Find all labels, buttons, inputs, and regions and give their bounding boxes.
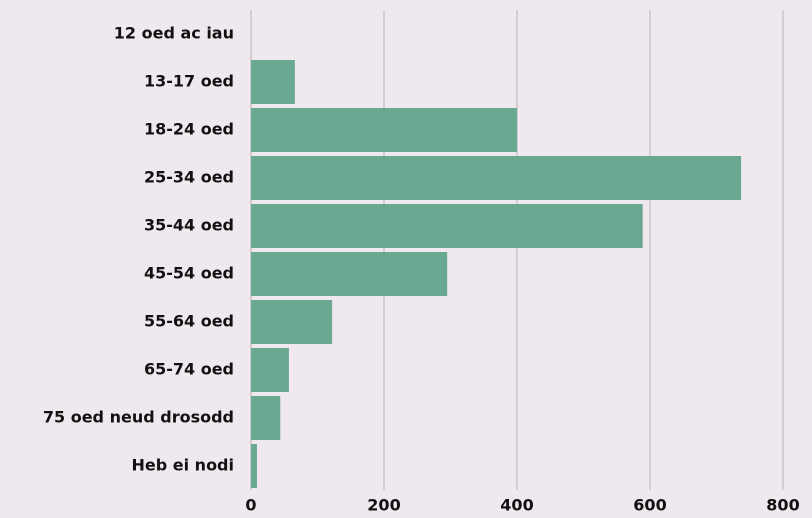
y-tick-label: 35-44 oed bbox=[144, 216, 234, 235]
x-tick-label: 200 bbox=[367, 496, 400, 515]
bar bbox=[251, 204, 643, 248]
y-tick-label: 12 oed ac iau bbox=[114, 24, 234, 43]
x-tick-label: 600 bbox=[633, 496, 666, 515]
x-tick-label: 0 bbox=[245, 496, 256, 515]
bar bbox=[251, 396, 281, 440]
bar bbox=[251, 108, 517, 152]
bar bbox=[251, 60, 295, 104]
bar bbox=[251, 300, 333, 344]
x-tick-label: 400 bbox=[500, 496, 533, 515]
x-tick-label: 800 bbox=[766, 496, 799, 515]
y-tick-label: 65-74 oed bbox=[144, 360, 234, 379]
y-tick-label: 75 oed neud drosodd bbox=[43, 408, 234, 427]
bar bbox=[251, 348, 289, 392]
y-tick-label: 25-34 oed bbox=[144, 168, 234, 187]
bar bbox=[251, 444, 257, 488]
bar bbox=[251, 252, 448, 296]
y-tick-label: 13-17 oed bbox=[144, 72, 234, 91]
y-tick-label: 45-54 oed bbox=[144, 264, 234, 283]
y-tick-label: 18-24 oed bbox=[144, 120, 234, 139]
bar bbox=[251, 156, 742, 200]
y-tick-label: 55-64 oed bbox=[144, 312, 234, 331]
y-tick-label: Heb ei nodi bbox=[132, 456, 235, 475]
